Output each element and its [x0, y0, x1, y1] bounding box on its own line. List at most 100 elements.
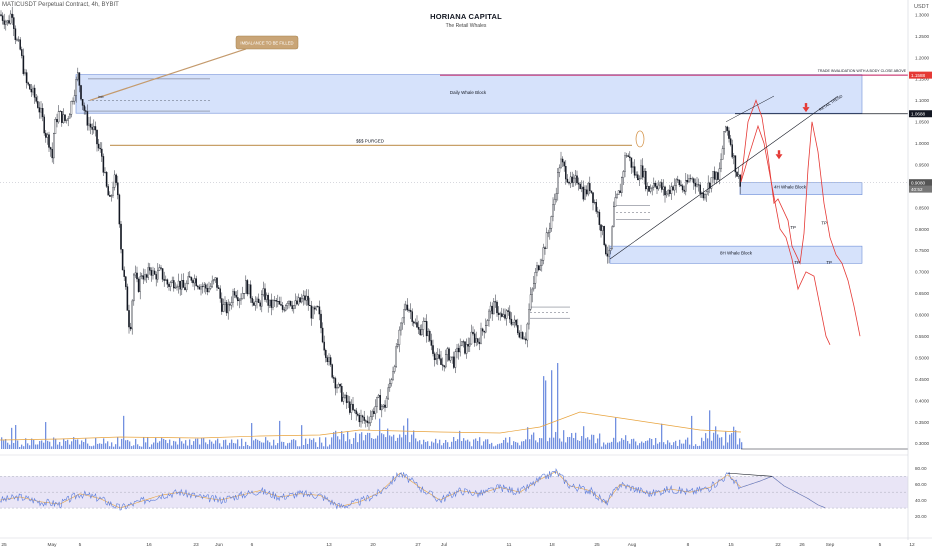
candle — [577, 177, 580, 191]
candle-body — [561, 158, 564, 163]
candle — [110, 194, 113, 202]
volume-bar — [135, 439, 137, 449]
candle — [675, 177, 677, 193]
candle-body — [549, 228, 551, 233]
candle — [363, 410, 365, 424]
volume-bar — [383, 434, 385, 449]
candle — [606, 246, 609, 264]
candle — [197, 284, 199, 290]
candle — [54, 117, 57, 134]
candle-body — [547, 232, 549, 234]
candle — [390, 377, 393, 387]
candle — [707, 175, 709, 196]
candle — [305, 289, 308, 306]
candle — [493, 298, 495, 315]
volume-bar — [275, 445, 277, 449]
volume-bar — [403, 425, 405, 449]
candle — [518, 330, 521, 339]
candle-body — [33, 87, 36, 98]
candle-body — [622, 171, 625, 178]
candle — [301, 293, 303, 304]
candle — [171, 276, 173, 284]
volume-bar — [627, 441, 629, 449]
volume-bar — [607, 442, 609, 449]
volume-bar — [239, 446, 241, 449]
candle — [621, 176, 623, 197]
candle-body — [457, 347, 460, 353]
price-tag — [909, 185, 932, 193]
candle-body — [83, 105, 85, 111]
candle-body — [382, 404, 385, 407]
candle-body — [358, 415, 361, 423]
candle-body — [637, 174, 639, 181]
candle-body — [133, 274, 135, 302]
candle — [273, 295, 276, 307]
time-tick-label: 16 — [146, 542, 152, 548]
candle — [299, 297, 301, 303]
candle — [400, 322, 402, 336]
candle — [669, 184, 671, 197]
candle — [49, 146, 52, 157]
candle — [398, 326, 401, 353]
candle-body — [669, 189, 671, 194]
candle — [328, 353, 330, 366]
volume-bar — [67, 439, 69, 449]
candle-body — [576, 175, 578, 184]
candle — [182, 273, 185, 288]
candle-body — [56, 119, 58, 123]
candle — [160, 264, 162, 271]
volume-bar — [601, 446, 603, 449]
volume-bar — [211, 441, 213, 449]
candle-body — [67, 118, 69, 121]
candle — [41, 103, 44, 122]
candle — [272, 299, 274, 311]
candle-body — [272, 300, 274, 308]
candle — [576, 170, 578, 185]
volume-bar — [507, 442, 509, 449]
candle — [29, 83, 31, 90]
candle-body — [617, 190, 620, 195]
whale-8h-label: 8H Whale Block — [720, 250, 753, 255]
candle-body — [267, 294, 269, 306]
candle — [573, 173, 575, 187]
candle-body — [718, 168, 721, 180]
candle — [139, 272, 141, 300]
candle — [689, 174, 692, 182]
volume-bar — [685, 439, 687, 449]
candle — [344, 393, 346, 399]
volume-bar — [343, 434, 345, 449]
rsi-divergence-line — [727, 472, 773, 477]
volume-bar — [161, 437, 163, 449]
candle — [189, 271, 191, 278]
candle — [233, 287, 236, 299]
candle-body — [673, 185, 676, 191]
candle — [528, 303, 530, 330]
price-tick-label: 0.7500 — [915, 248, 929, 253]
candle — [38, 101, 41, 119]
candle — [238, 298, 241, 309]
candle-body — [633, 166, 636, 176]
candle-body — [643, 171, 645, 178]
candle — [40, 101, 42, 119]
time-tick-label: Sep — [826, 542, 835, 548]
volume-bar — [549, 437, 551, 449]
volume-bar — [123, 415, 125, 449]
volume-bar — [283, 442, 285, 449]
candle — [280, 296, 282, 307]
candle — [285, 304, 287, 312]
candle-body — [329, 357, 332, 365]
volume-bar — [131, 446, 133, 449]
candle-body — [45, 132, 47, 138]
candle-body — [366, 420, 369, 423]
candle — [216, 277, 218, 292]
candle — [19, 37, 21, 51]
candle-body — [117, 182, 119, 196]
candle-body — [469, 343, 471, 347]
candle-body — [486, 320, 489, 326]
candle — [473, 329, 476, 347]
candle — [269, 299, 271, 308]
candle — [533, 275, 535, 292]
candle — [733, 152, 735, 165]
candle-body — [470, 331, 473, 345]
